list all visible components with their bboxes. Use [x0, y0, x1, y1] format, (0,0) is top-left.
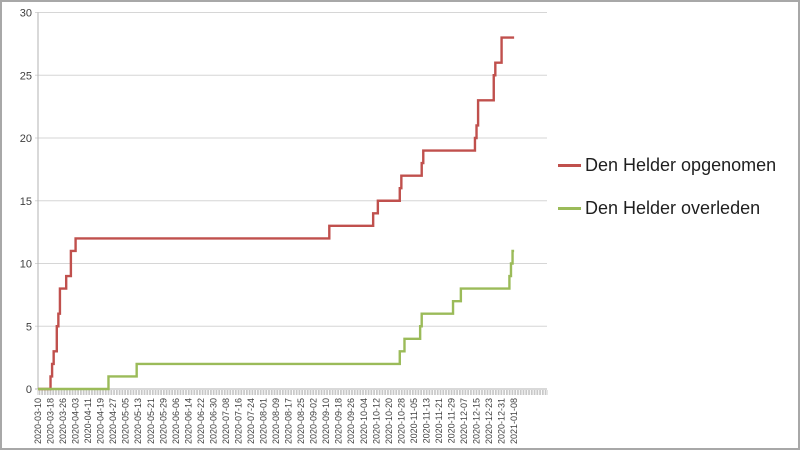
x-tick-label: 2020-11-21 [434, 398, 444, 443]
x-tick-label: 2020-12-23 [484, 398, 494, 444]
x-tick-label: 2020-04-03 [71, 398, 81, 444]
x-tick-label: 2020-07-24 [246, 398, 256, 444]
legend-line-swatch-green [558, 206, 581, 210]
x-tick-label: 2020-12-31 [497, 398, 507, 444]
x-tick-label: 2020-10-28 [396, 398, 406, 444]
x-tick-label: 2021-01-08 [509, 398, 519, 444]
x-tick-label: 2020-09-26 [346, 398, 356, 444]
legend-item-overleden: Den Helder overleden [558, 197, 798, 219]
x-tick-label: 2020-09-10 [321, 398, 331, 444]
series-line-overleden [38, 249, 515, 391]
x-tick-label: 2020-11-13 [421, 398, 431, 443]
x-tick-label: 2020-06-06 [171, 398, 181, 444]
y-tick-label: 20 [20, 133, 32, 145]
y-tick-label: 25 [20, 70, 32, 82]
x-tick-label: 2020-05-29 [158, 398, 168, 444]
x-tick-label: 2020-03-18 [46, 398, 56, 444]
x-tick-label: 2020-06-22 [196, 398, 206, 444]
x-tick-label: 2020-12-07 [459, 398, 469, 444]
legend-line-swatch-red [558, 163, 581, 167]
y-tick-label: 5 [26, 321, 32, 333]
y-tick-label: 0 [26, 384, 32, 396]
x-tick-label: 2020-06-30 [208, 398, 218, 444]
x-tick-label: 2020-09-18 [334, 398, 344, 444]
x-tick-label: 2020-11-05 [409, 398, 419, 443]
x-tick-label: 2020-08-25 [296, 398, 306, 444]
y-axis-labels: 0 5 10 15 20 25 30 [20, 8, 32, 397]
x-axis-labels: 2020-03-10 2020-03-18 2020-03-26 2020-04-03… [33, 398, 519, 444]
x-tick-label: 2020-06-14 [183, 398, 193, 444]
x-axis-tick-comb [37, 390, 548, 395]
y-tick-label: 30 [20, 8, 32, 20]
y-tick-label: 10 [20, 259, 32, 271]
x-tick-label: 2020-05-21 [146, 398, 156, 444]
y-tick-label: 15 [20, 196, 32, 208]
legend-label-overleden: Den Helder overleden [585, 197, 761, 218]
legend-label-opgenomen: Den Helder opgenomen [585, 154, 777, 175]
x-tick-label: 2020-04-19 [96, 398, 106, 444]
x-tick-label: 2020-07-08 [221, 398, 231, 444]
x-tick-label: 2020-08-09 [271, 398, 281, 444]
x-tick-label: 2020-10-04 [359, 398, 369, 444]
x-tick-label: 2020-05-13 [133, 398, 143, 444]
x-tick-label: 2020-09-02 [309, 398, 319, 444]
legend-item-opgenomen: Den Helder opgenomen [558, 154, 798, 176]
legend: Den Helder opgenomen Den Helder overlede… [558, 154, 798, 219]
x-tick-label: 2020-08-17 [284, 398, 294, 444]
x-tick-label: 2020-04-11 [83, 398, 93, 443]
x-tick-label: 2020-10-20 [384, 398, 394, 444]
x-tick-label: 2020-07-16 [233, 398, 243, 444]
x-tick-label: 2020-11-29 [446, 398, 456, 443]
x-tick-label: 2020-04-27 [108, 398, 118, 444]
x-tick-label: 2020-03-10 [33, 398, 43, 444]
x-tick-label: 2020-12-15 [472, 398, 482, 444]
series-line-opgenomen [38, 36, 515, 391]
x-tick-label: 2020-03-26 [58, 398, 68, 444]
x-tick-label: 2020-05-05 [121, 398, 131, 444]
gridlines [35, 12, 547, 390]
x-tick-label: 2020-10-12 [371, 398, 381, 444]
x-tick-label: 2020-08-01 [259, 398, 269, 444]
